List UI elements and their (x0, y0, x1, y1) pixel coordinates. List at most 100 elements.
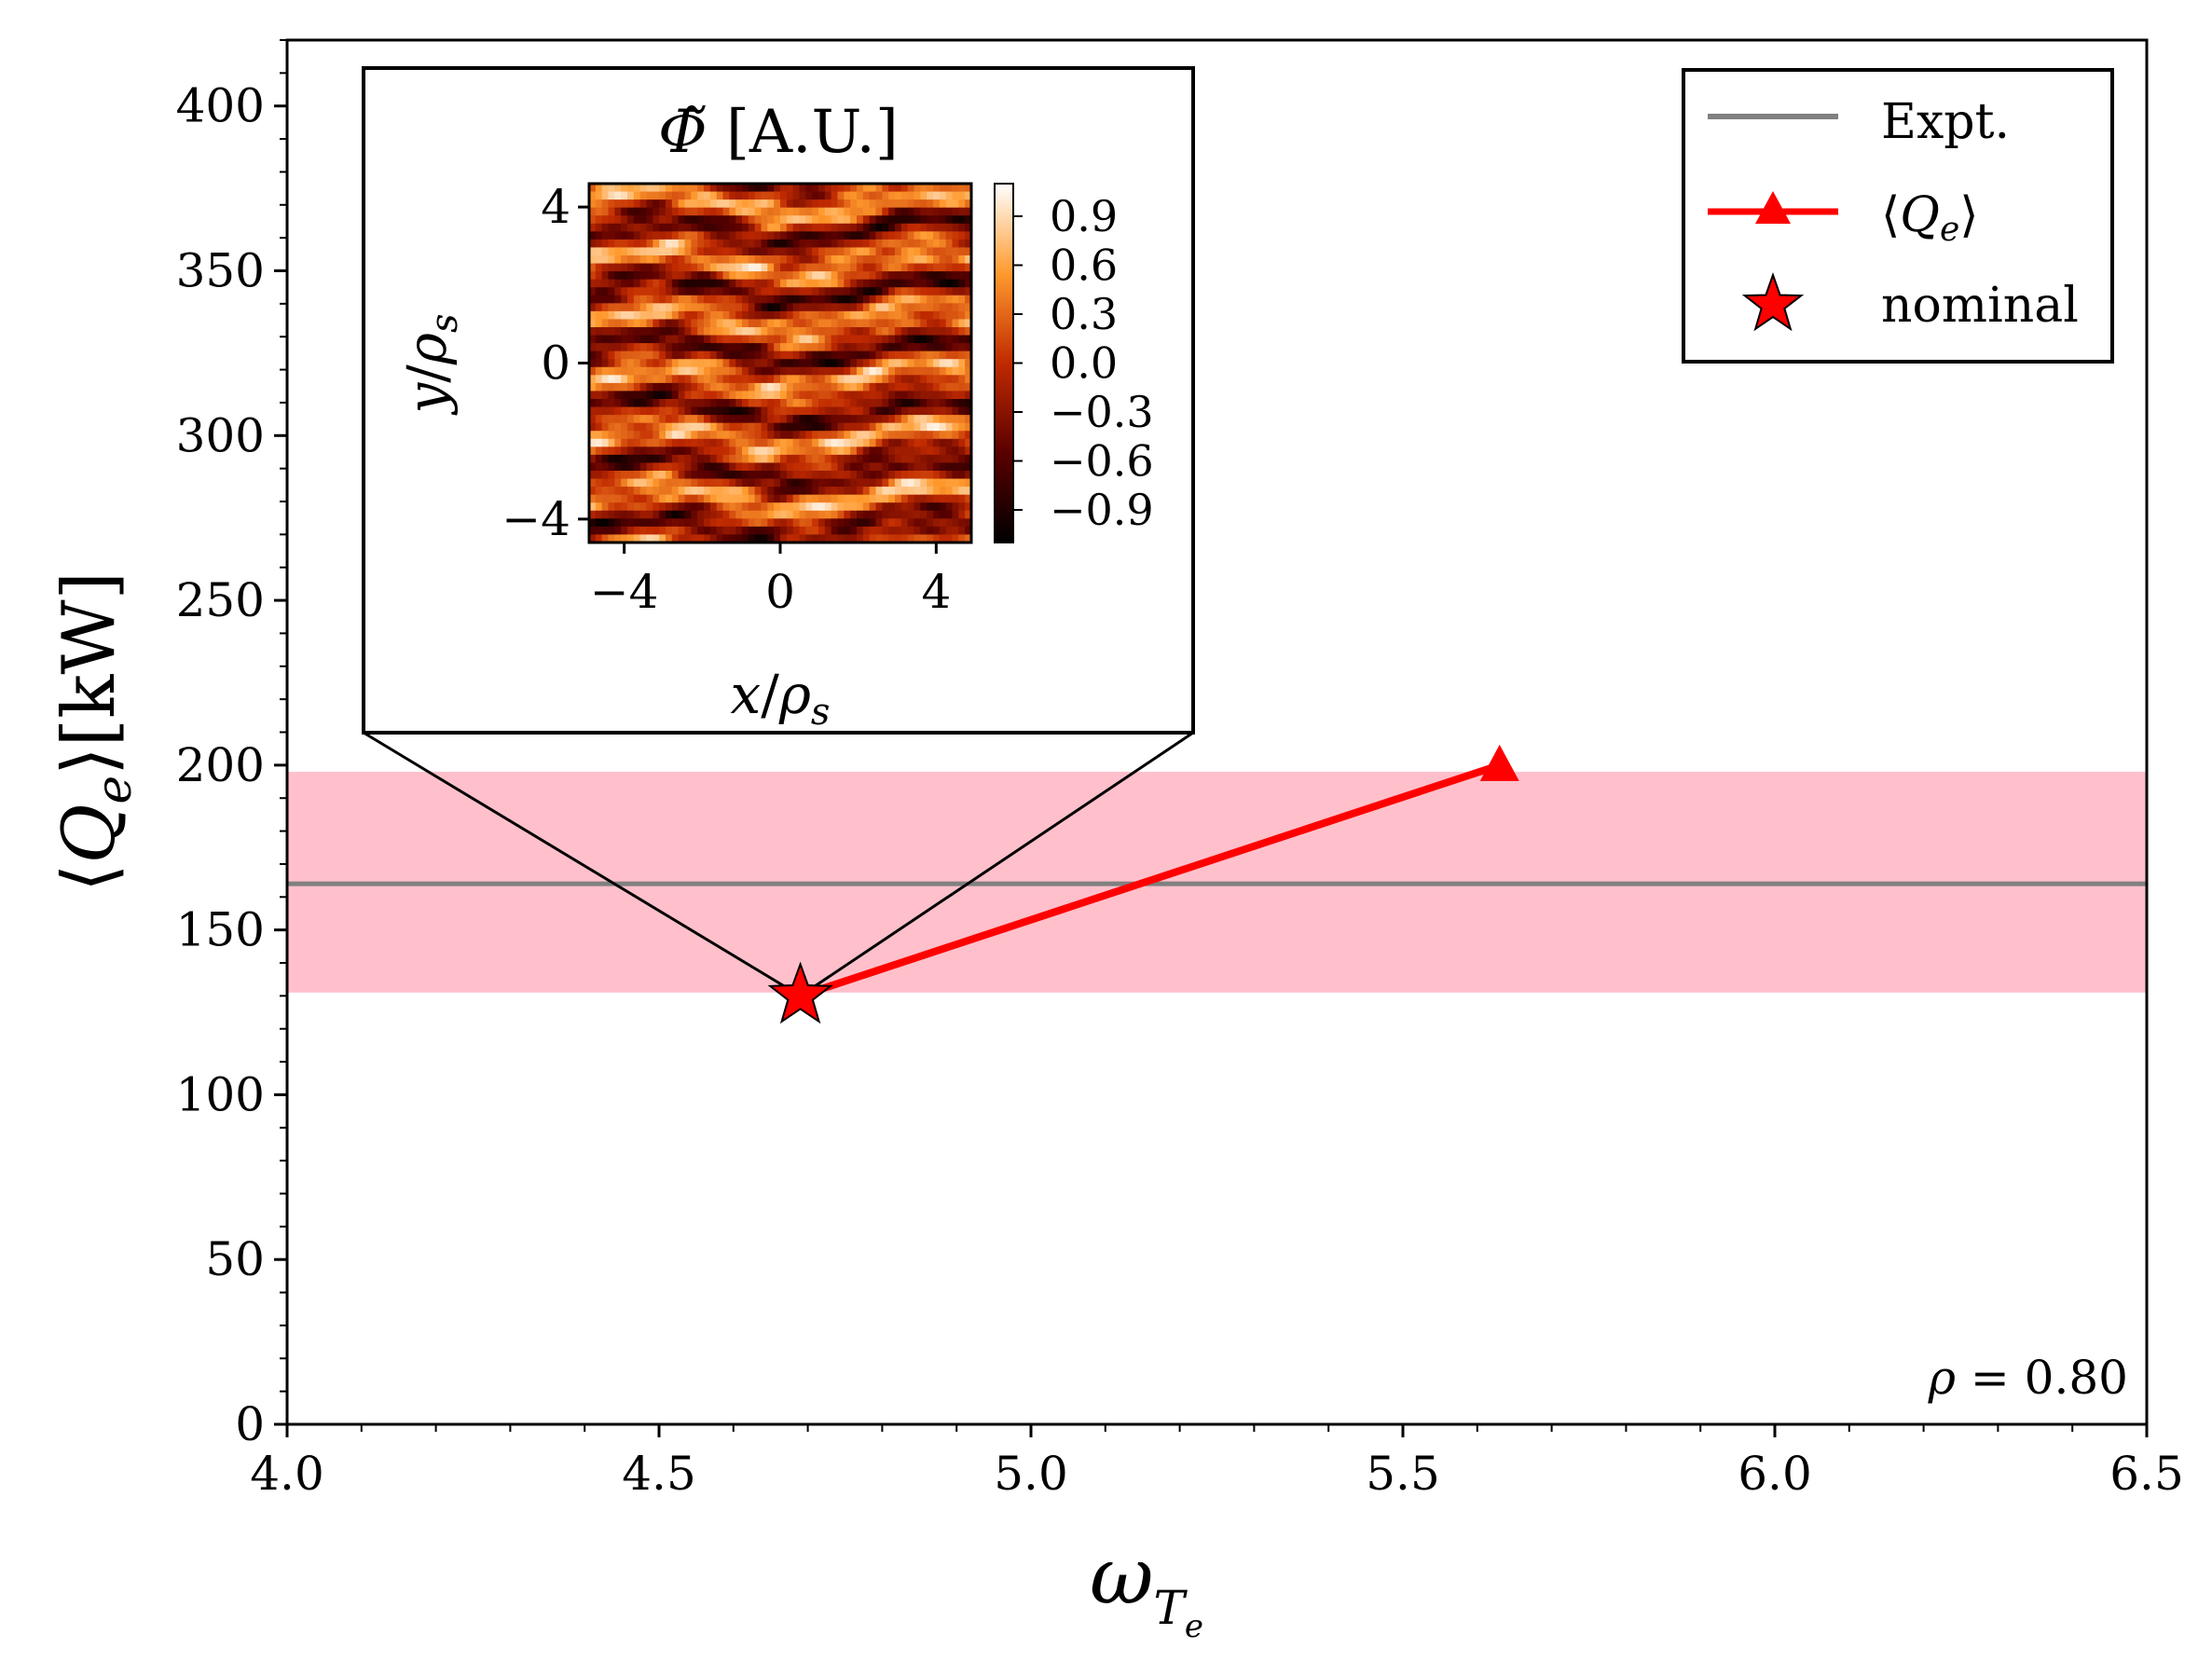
heatmap-cell (875, 454, 883, 464)
heatmap-cell (799, 184, 806, 193)
heatmap-cell (646, 191, 653, 200)
heatmap-cell (792, 184, 801, 193)
heatmap-cell (799, 391, 806, 400)
heatmap-cell (735, 415, 743, 424)
heatmap-cell (608, 255, 615, 265)
heatmap-cell (684, 327, 692, 337)
heatmap-cell (608, 399, 615, 408)
heatmap-cell (659, 487, 666, 496)
heatmap-cell (920, 462, 927, 472)
heatmap-cell (691, 287, 698, 296)
heatmap-cell (704, 287, 711, 296)
heatmap-cell (595, 343, 603, 352)
heatmap-cell (933, 263, 941, 272)
heatmap-cell (958, 295, 966, 304)
heatmap-cell (659, 366, 666, 376)
heatmap-cell (614, 446, 622, 456)
heatmap-cell (900, 295, 909, 304)
heatmap-cell (748, 399, 756, 408)
inset-y-tick-label: 0 (541, 337, 570, 391)
heatmap-cell (614, 422, 622, 432)
heatmap-cell (627, 223, 635, 232)
heatmap-cell (869, 310, 877, 321)
heatmap-cell (857, 471, 864, 480)
heatmap-cell (786, 279, 794, 288)
heatmap-cell (869, 406, 877, 416)
heatmap-cell (965, 223, 972, 232)
heatmap-cell (653, 335, 660, 344)
heatmap-cell (659, 350, 666, 360)
heatmap-cell (875, 359, 883, 368)
heatmap-cell (608, 223, 615, 232)
heatmap-cell (869, 295, 877, 304)
heatmap-cell (805, 534, 813, 543)
heatmap-cell (709, 366, 718, 376)
colorbar-tick-label: 0.6 (1050, 240, 1118, 291)
heatmap-cell (716, 327, 724, 337)
heatmap-cell (653, 382, 660, 392)
heatmap-cell (824, 327, 832, 337)
heatmap-cell (831, 534, 839, 543)
heatmap-cell (818, 191, 826, 200)
heatmap-cell (678, 359, 686, 368)
heatmap-cell (595, 199, 603, 209)
heatmap-cell (780, 199, 788, 209)
heatmap-cell (952, 375, 959, 384)
heatmap-cell (748, 279, 756, 288)
heatmap-cell (595, 335, 603, 344)
heatmap-cell (862, 406, 871, 416)
heatmap-cell (684, 239, 692, 249)
heatmap-cell (601, 327, 610, 337)
heatmap-cell (837, 319, 845, 328)
heatmap-cell (595, 510, 603, 519)
heatmap-cell (671, 199, 680, 209)
heatmap-cell (589, 359, 597, 368)
heatmap-cell (704, 526, 711, 536)
heatmap-cell (748, 431, 756, 440)
heatmap-cell (761, 310, 768, 321)
heatmap-cell (761, 438, 768, 447)
heatmap-cell (792, 335, 801, 344)
heatmap-cell (837, 502, 845, 512)
heatmap-cell (831, 184, 839, 193)
heatmap-cell (633, 518, 641, 528)
heatmap-cell (678, 462, 686, 472)
heatmap-cell (671, 471, 680, 480)
heatmap-cell (671, 287, 680, 296)
heatmap-cell (824, 399, 832, 408)
heatmap-cell (907, 478, 915, 488)
heatmap-cell (639, 422, 648, 432)
heatmap-cell (633, 255, 641, 265)
heatmap-cell (888, 375, 896, 384)
heatmap-cell (697, 335, 705, 344)
heatmap-cell (914, 438, 921, 447)
heatmap-cell (857, 350, 864, 360)
heatmap-cell (869, 239, 877, 249)
heatmap-cell (812, 431, 819, 440)
heatmap-cell (729, 534, 736, 543)
heatmap-cell (659, 518, 666, 528)
heatmap-cell (939, 462, 947, 472)
heatmap-cell (659, 247, 666, 256)
heatmap-cell (767, 359, 775, 368)
heatmap-cell (939, 359, 947, 368)
heatmap-cell (742, 391, 749, 400)
heatmap-cell (678, 415, 686, 424)
heatmap-cell (857, 446, 864, 456)
heatmap-cell (653, 438, 660, 447)
heatmap-cell (933, 526, 941, 536)
heatmap-cell (780, 279, 788, 288)
heatmap-cell (678, 271, 686, 281)
heatmap-cell (792, 255, 801, 265)
heatmap-cell (965, 534, 972, 543)
heatmap-cell (786, 247, 794, 256)
heatmap-cell (805, 494, 813, 503)
heatmap-cell (659, 494, 666, 503)
heatmap-cell (945, 415, 954, 424)
heatmap-cell (965, 478, 972, 488)
heatmap-cell (805, 327, 813, 337)
heatmap-cell (601, 438, 610, 447)
heatmap-cell (633, 406, 641, 416)
heatmap-cell (837, 462, 845, 472)
heatmap-cell (895, 454, 902, 464)
